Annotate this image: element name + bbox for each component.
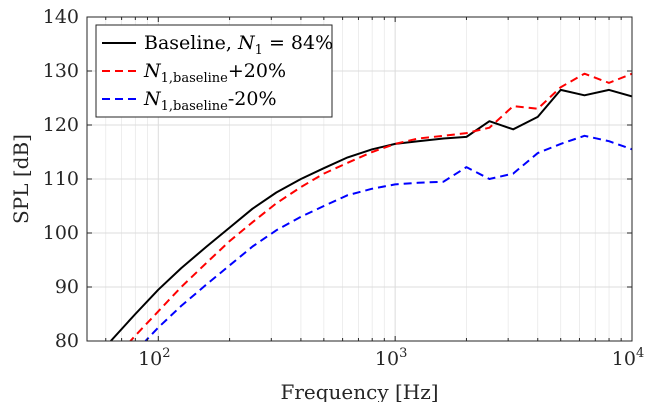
y-tick-label: 90 xyxy=(55,276,79,298)
y-tick-label: 130 xyxy=(43,60,79,82)
legend-label-2: N1,baseline-20% xyxy=(143,88,277,114)
series-line-2 xyxy=(144,134,632,341)
y-tick-label: 100 xyxy=(43,222,79,244)
y-tick-label: 80 xyxy=(55,330,79,352)
legend-label-0: Baseline, N1 = 84% xyxy=(144,32,333,58)
series-lines xyxy=(110,72,632,341)
x-tick-label: 104 xyxy=(612,346,644,370)
y-tick-label: 140 xyxy=(43,6,79,28)
legend-label-1: N1,baseline+20% xyxy=(143,60,286,86)
series-line-0 xyxy=(110,88,632,341)
x-axis-label: Frequency [Hz] xyxy=(280,380,438,402)
axes-frame xyxy=(86,16,633,342)
tick-labels: 80 90 100 110 120 130 140 102 103 104 xyxy=(43,6,645,370)
y-axis-label: SPL [dB] xyxy=(9,134,33,224)
legend: Baseline, N1 = 84%N1,baseline+20%N1,base… xyxy=(95,24,333,118)
x-tick-label: 103 xyxy=(375,346,407,370)
x-tick-label: 102 xyxy=(138,346,170,370)
series-line-1 xyxy=(129,72,632,341)
y-tick-label: 120 xyxy=(43,114,79,136)
y-tick-label: 110 xyxy=(43,168,79,190)
